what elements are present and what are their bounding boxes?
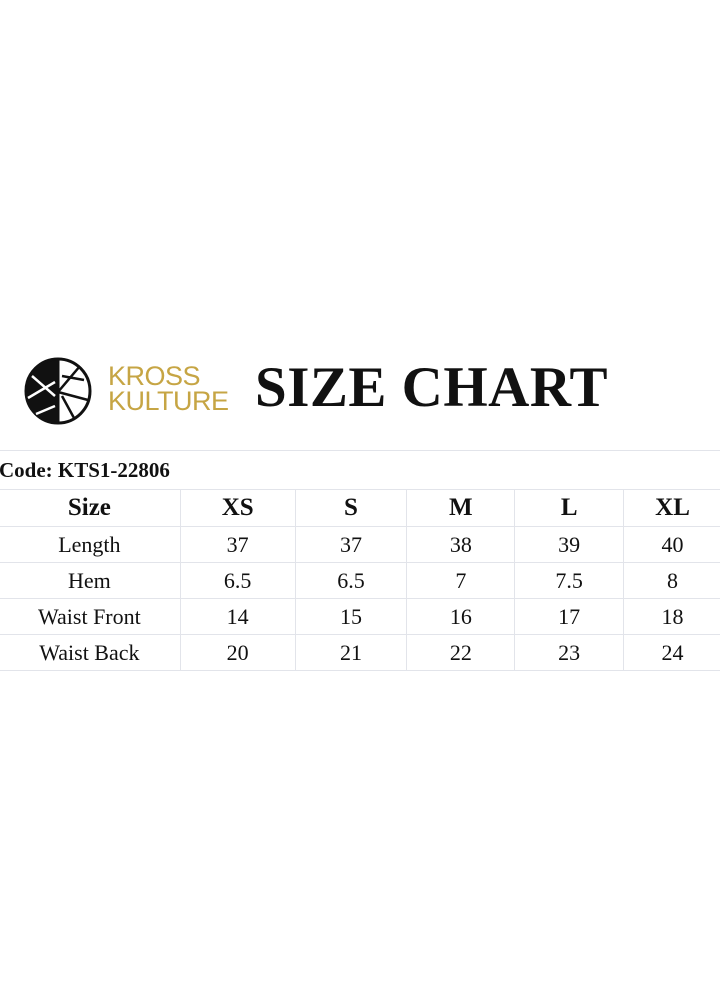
cell: 40	[623, 526, 720, 563]
cell: 24	[623, 634, 720, 671]
header-cell: S	[294, 489, 408, 527]
page-title: SIZE CHART	[255, 356, 609, 419]
header-cell: Size	[0, 489, 181, 527]
cell: 14	[179, 598, 296, 635]
row-label: Waist Back	[0, 634, 181, 671]
cell: 16	[406, 598, 516, 635]
cell: 7	[406, 562, 516, 599]
brand-line-1: KROSS	[108, 361, 201, 391]
brand-name: KROSS KULTURE	[108, 361, 229, 416]
product-code: Code: KTS1-22806	[0, 450, 720, 490]
cell: 37	[179, 526, 296, 563]
table-header-row: Size XS S M L XL	[0, 489, 720, 527]
size-table: Code: KTS1-22806 Size XS S M L XL Length…	[0, 450, 720, 671]
table-row: Waist Front 14 15 16 17 18	[0, 598, 720, 635]
cell: 21	[294, 634, 408, 671]
cell: 18	[623, 598, 720, 635]
cell: 39	[514, 526, 625, 563]
cell: 17	[514, 598, 625, 635]
cell: 15	[294, 598, 408, 635]
header-cell: XS	[179, 489, 296, 527]
cell: 22	[406, 634, 516, 671]
cell: 8	[623, 562, 720, 599]
table-row: Waist Back 20 21 22 23 24	[0, 634, 720, 671]
header-cell: L	[514, 489, 625, 527]
brand-line-2: KULTURE	[108, 386, 229, 416]
row-label: Waist Front	[0, 598, 181, 635]
table-row: Hem 6.5 6.5 7 7.5 8	[0, 562, 720, 599]
cell: 20	[179, 634, 296, 671]
cell: 37	[294, 526, 408, 563]
header-cell: M	[406, 489, 516, 527]
cell: 6.5	[179, 562, 296, 599]
cell: 23	[514, 634, 625, 671]
cell: 38	[406, 526, 516, 563]
kross-kulture-logo-icon	[24, 357, 92, 425]
header-cell: XL	[623, 489, 720, 527]
cell: 6.5	[294, 562, 408, 599]
table-row: Length 37 37 38 39 40	[0, 526, 720, 563]
row-label: Hem	[0, 562, 181, 599]
cell: 7.5	[514, 562, 625, 599]
row-label: Length	[0, 526, 181, 563]
